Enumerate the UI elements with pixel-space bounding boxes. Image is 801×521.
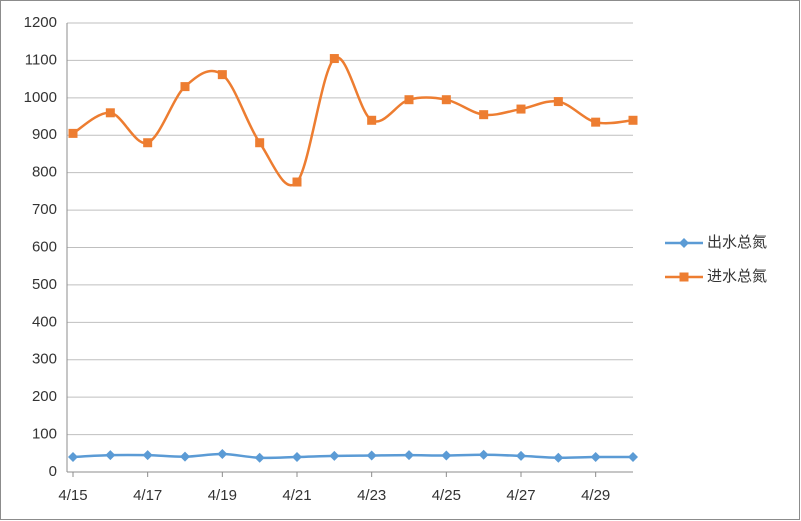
marker xyxy=(292,177,302,187)
y-tick-label: 300 xyxy=(32,351,57,368)
marker xyxy=(68,128,78,138)
marker xyxy=(479,110,489,120)
x-tick-label: 4/21 xyxy=(282,487,311,504)
marker xyxy=(366,450,377,461)
y-tick-label: 1000 xyxy=(24,89,57,106)
marker xyxy=(553,452,564,463)
marker xyxy=(441,95,451,105)
x-tick-label: 4/17 xyxy=(133,487,162,504)
marker xyxy=(478,449,489,460)
marker xyxy=(217,449,228,460)
x-tick-label: 4/15 xyxy=(58,487,87,504)
marker xyxy=(590,452,601,463)
marker xyxy=(217,70,227,80)
y-tick-label: 900 xyxy=(32,126,57,143)
y-tick-label: 1200 xyxy=(24,14,57,31)
y-tick-label: 100 xyxy=(32,426,57,443)
x-tick-label: 4/29 xyxy=(581,487,610,504)
marker xyxy=(679,272,689,282)
marker xyxy=(254,452,265,463)
marker xyxy=(628,115,638,125)
y-tick-label: 200 xyxy=(32,388,57,405)
y-tick-label: 500 xyxy=(32,276,57,293)
marker xyxy=(142,450,153,461)
marker xyxy=(404,95,414,105)
marker xyxy=(553,97,563,107)
marker xyxy=(441,450,452,461)
y-tick-label: 0 xyxy=(49,463,57,480)
marker xyxy=(105,108,115,118)
line xyxy=(72,56,634,187)
y-tick-label: 400 xyxy=(32,313,57,330)
marker xyxy=(404,450,414,461)
marker xyxy=(591,117,601,127)
marker xyxy=(68,452,78,463)
legend-label: 出水总氮 xyxy=(707,234,767,251)
marker xyxy=(367,115,377,125)
marker xyxy=(180,451,190,462)
marker xyxy=(329,450,340,461)
y-tick-label: 800 xyxy=(32,164,57,181)
marker xyxy=(292,452,302,463)
marker xyxy=(255,138,265,148)
marker xyxy=(180,82,190,92)
marker xyxy=(105,450,116,461)
y-tick-label: 700 xyxy=(32,201,57,218)
marker xyxy=(143,138,153,148)
marker xyxy=(516,104,526,114)
y-tick-label: 600 xyxy=(32,238,57,255)
x-tick-label: 4/23 xyxy=(357,487,386,504)
marker xyxy=(679,238,689,248)
y-tick-label: 1100 xyxy=(25,51,57,68)
marker xyxy=(329,54,339,64)
line xyxy=(72,452,634,460)
legend-label: 进水总氮 xyxy=(707,268,767,285)
marker xyxy=(516,450,526,461)
x-tick-label: 4/27 xyxy=(506,487,535,504)
x-tick-label: 4/19 xyxy=(208,487,237,504)
x-tick-label: 4/25 xyxy=(432,487,461,504)
marker xyxy=(628,452,638,463)
